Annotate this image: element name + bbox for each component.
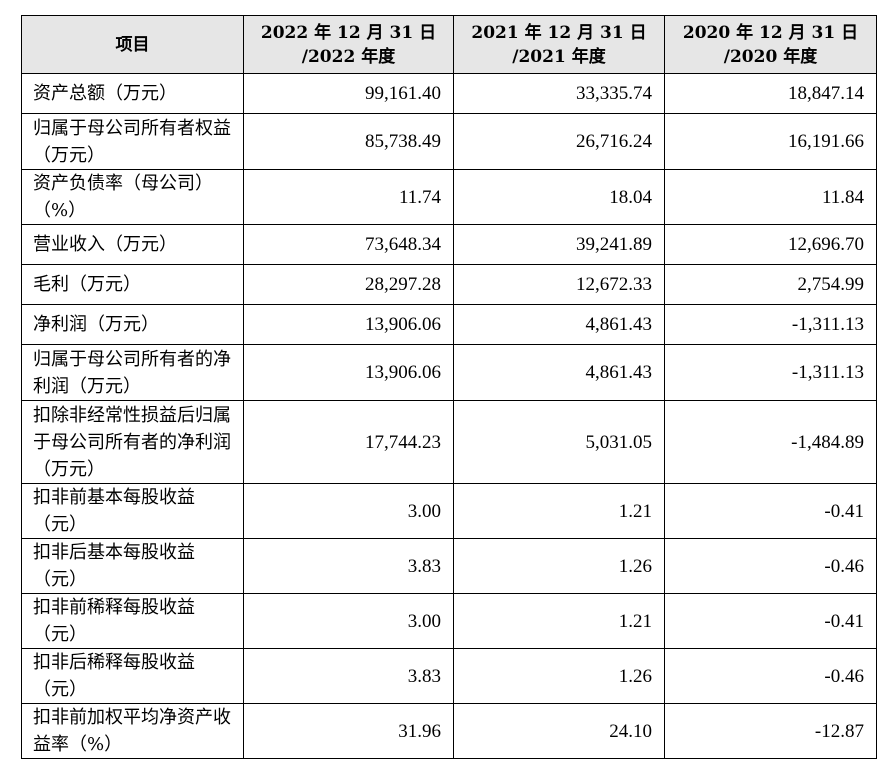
value-2022: 13,906.06	[243, 304, 454, 345]
value-2021: 18.04	[453, 169, 665, 225]
value-2022: 85,738.49	[243, 113, 454, 170]
value-2020: -1,311.13	[664, 304, 877, 345]
header-year-2021-line2: /2021 年度	[512, 46, 606, 67]
value-2020: 12,696.70	[664, 224, 877, 265]
value-2021: 33,335.74	[453, 73, 665, 114]
value-2020: -0.46	[664, 648, 877, 704]
row-label: 归属于母公司所有者的净利润（万元）	[21, 344, 244, 401]
value-2021: 1.26	[453, 538, 665, 594]
value-2020: -0.46	[664, 538, 877, 594]
row-label: 扣非前稀释每股收益（元）	[21, 593, 244, 649]
header-year-2020-line1: 2020 年 12 月 31 日	[682, 22, 859, 43]
table-row: 净利润（万元） 13,906.06 4,861.43 -1,311.13	[21, 304, 877, 345]
table-row: 扣非前加权平均净资产收益率（%） 31.96 24.10 -12.87	[21, 703, 877, 759]
header-year-2022: 2022 年 12 月 31 日 /2022 年度	[243, 15, 454, 74]
row-label: 毛利（万元）	[21, 264, 244, 305]
value-2022: 3.00	[243, 593, 454, 649]
header-year-2020: 2020 年 12 月 31 日 /2020 年度	[664, 15, 877, 74]
table-row: 扣除非经常性损益后归属于母公司所有者的净利润（万元） 17,744.23 5,0…	[21, 400, 877, 484]
table-row: 归属于母公司所有者的净利润（万元） 13,906.06 4,861.43 -1,…	[21, 344, 877, 401]
row-label: 扣非前基本每股收益（元）	[21, 483, 244, 539]
value-2020: -0.41	[664, 593, 877, 649]
value-2021: 39,241.89	[453, 224, 665, 265]
financial-data-table: 项目 2022 年 12 月 31 日 /2022 年度 2021 年 12 月…	[21, 15, 877, 759]
row-label: 扣非前加权平均净资产收益率（%）	[21, 703, 244, 759]
header-item: 项目	[21, 15, 244, 74]
header-year-2021-line1: 2021 年 12 月 31 日	[471, 22, 647, 43]
table-row: 扣非后稀释每股收益（元） 3.83 1.26 -0.46	[21, 648, 877, 704]
value-2020: 18,847.14	[664, 73, 877, 114]
value-2022: 28,297.28	[243, 264, 454, 305]
row-label: 资产负债率（母公司）（%）	[21, 169, 244, 225]
value-2020: -0.41	[664, 483, 877, 539]
value-2021: 5,031.05	[453, 400, 665, 484]
table-row: 资产负债率（母公司）（%） 11.74 18.04 11.84	[21, 169, 877, 225]
row-label: 归属于母公司所有者权益（万元）	[21, 113, 244, 170]
value-2020: 16,191.66	[664, 113, 877, 170]
value-2020: -1,311.13	[664, 344, 877, 401]
row-label: 净利润（万元）	[21, 304, 244, 345]
table-row: 扣非后基本每股收益（元） 3.83 1.26 -0.46	[21, 538, 877, 594]
header-year-2022-line2: /2022 年度	[301, 46, 396, 67]
value-2021: 1.26	[453, 648, 665, 704]
row-label: 扣非后稀释每股收益（元）	[21, 648, 244, 704]
value-2022: 3.00	[243, 483, 454, 539]
header-year-2021: 2021 年 12 月 31 日 /2021 年度	[453, 15, 665, 74]
value-2022: 3.83	[243, 538, 454, 594]
table-row: 毛利（万元） 28,297.28 12,672.33 2,754.99	[21, 264, 877, 305]
value-2022: 73,648.34	[243, 224, 454, 265]
value-2021: 1.21	[453, 483, 665, 539]
row-label: 扣非后基本每股收益（元）	[21, 538, 244, 594]
row-label: 营业收入（万元）	[21, 224, 244, 265]
table-row: 资产总额（万元） 99,161.40 33,335.74 18,847.14	[21, 73, 877, 114]
value-2022: 3.83	[243, 648, 454, 704]
value-2022: 11.74	[243, 169, 454, 225]
header-year-2022-line1: 2022 年 12 月 31 日	[260, 22, 437, 43]
value-2022: 31.96	[243, 703, 454, 759]
value-2021: 26,716.24	[453, 113, 665, 170]
row-label: 资产总额（万元）	[21, 73, 244, 114]
value-2022: 13,906.06	[243, 344, 454, 401]
table-row: 营业收入（万元） 73,648.34 39,241.89 12,696.70	[21, 224, 877, 265]
table-row: 扣非前基本每股收益（元） 3.00 1.21 -0.41	[21, 483, 877, 539]
table-header-row: 项目 2022 年 12 月 31 日 /2022 年度 2021 年 12 月…	[21, 15, 877, 74]
value-2020: 11.84	[664, 169, 877, 225]
value-2022: 99,161.40	[243, 73, 454, 114]
table-row: 扣非前稀释每股收益（元） 3.00 1.21 -0.41	[21, 593, 877, 649]
value-2020: 2,754.99	[664, 264, 877, 305]
header-year-2020-line2: /2020 年度	[723, 46, 818, 67]
value-2020: -12.87	[664, 703, 877, 759]
row-label: 扣除非经常性损益后归属于母公司所有者的净利润（万元）	[21, 400, 244, 484]
value-2021: 24.10	[453, 703, 665, 759]
value-2022: 17,744.23	[243, 400, 454, 484]
value-2021: 4,861.43	[453, 304, 665, 345]
value-2020: -1,484.89	[664, 400, 877, 484]
value-2021: 1.21	[453, 593, 665, 649]
value-2021: 12,672.33	[453, 264, 665, 305]
table-row: 归属于母公司所有者权益（万元） 85,738.49 26,716.24 16,1…	[21, 113, 877, 170]
value-2021: 4,861.43	[453, 344, 665, 401]
